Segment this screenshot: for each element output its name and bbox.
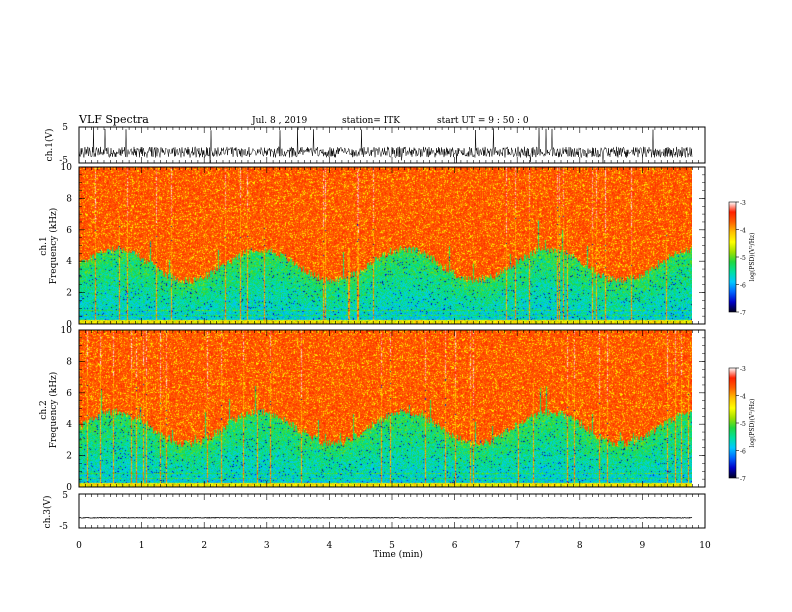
ch1-spectrogram-xticks — [78, 167, 706, 324]
x-tick-label: 0 — [76, 541, 82, 551]
y-tick-label: 8 — [66, 357, 72, 367]
start-ut-label: start UT = 9 : 50 : 0 — [437, 116, 529, 126]
ch1-waveform-ylabel: ch.1(V) — [44, 129, 55, 162]
colorbar-tick-label: -3 — [740, 200, 746, 207]
ch1-ytick-bottom: -5 — [59, 156, 68, 166]
ch3-waveform-trace — [78, 516, 693, 519]
colorbar-tick-label: -3 — [740, 366, 746, 373]
date-label: Jul. 8 , 2019 — [251, 116, 307, 126]
colorbar-tick-label: -4 — [740, 228, 746, 235]
ch1-waveform-trace — [78, 127, 693, 163]
ch1-waveform-xticks — [78, 127, 706, 163]
y-tick-label: 2 — [66, 452, 72, 462]
ch3-waveform-ylabel: ch.3(V) — [42, 496, 53, 529]
ch1-waveform-panel: 5 -5 ch.1(V) — [44, 123, 706, 166]
ch3-ytick-bottom: -5 — [59, 522, 68, 532]
ch1-ytick-top: 5 — [62, 123, 68, 133]
y-tick-label: 4 — [66, 257, 72, 267]
colorbar-tick-label: -5 — [740, 255, 746, 262]
y-tick-label: 0 — [66, 483, 72, 493]
ch1-frequency-label: Frequency (kHz) — [48, 208, 59, 285]
colorbar-tick-label: -6 — [740, 283, 746, 290]
ch2-spectrogram-panel: 0 2 4 6 8 10 ch.2 Frequency (kHz) — [39, 326, 706, 493]
header: VLF Spectra Jul. 8 , 2019 station= ITK s… — [78, 113, 529, 126]
ch2-spectrogram-xticks — [78, 330, 706, 487]
ch2-spectrogram-image — [79, 330, 692, 487]
y-tick-label: 6 — [66, 226, 72, 236]
colorbar-tick-label: -4 — [740, 394, 746, 401]
colorbar-gradient — [728, 201, 737, 313]
colorbar-label: log(PSD)(V²/Hz) — [749, 399, 756, 448]
x-tick-label: 5 — [389, 541, 395, 551]
ch2-colorbar: -3 -4 -5 -6 -7 log(PSD)(V²/Hz) — [728, 366, 756, 483]
plot-title: VLF Spectra — [78, 113, 149, 126]
waveform-line — [78, 127, 693, 163]
ch1-spectrogram-panel: 0 2 4 6 8 10 ch.1 Frequency (kHz) — [39, 163, 706, 330]
ch2-channel-label: ch.2 — [39, 400, 49, 419]
colorbar-gradient — [728, 367, 737, 479]
y-tick-label: 4 — [66, 420, 72, 430]
colorbar-tick-label: -7 — [740, 310, 746, 317]
spectrogram-raster — [79, 167, 692, 324]
x-axis-label: Time (min) — [373, 549, 423, 560]
y-tick-label: 0 — [66, 320, 72, 330]
x-tick-label: 7 — [514, 541, 520, 551]
x-tick-label: 6 — [452, 541, 458, 551]
colorbar-tick-label: -7 — [740, 476, 746, 483]
y-tick-label: 10 — [61, 326, 73, 336]
x-tick-label: 4 — [327, 541, 333, 551]
y-tick-label: 2 — [66, 289, 72, 299]
colorbar-tick-label: -5 — [740, 421, 746, 428]
x-tick-label: 10 — [699, 541, 711, 551]
x-tick-label: 1 — [139, 541, 145, 551]
x-tick-label: 2 — [201, 541, 207, 551]
station-label: station= ITK — [342, 116, 400, 126]
y-tick-label: 8 — [66, 194, 72, 204]
x-tick-label: 9 — [640, 541, 646, 551]
ch1-spectrogram-image — [79, 167, 692, 324]
ch1-spectrogram-yticks: 0 2 4 6 8 10 — [61, 163, 705, 330]
ch2-frequency-label: Frequency (kHz) — [48, 372, 59, 449]
ch2-spectrogram-yticks: 0 2 4 6 8 10 — [61, 326, 705, 493]
ch1-channel-label: ch.1 — [39, 236, 49, 255]
x-axis: 0 1 2 3 4 5 6 7 8 9 10 — [76, 541, 711, 551]
x-tick-label: 8 — [577, 541, 583, 551]
colorbar-label: log(PSD)(V²/Hz) — [749, 233, 756, 282]
y-tick-label: 6 — [66, 389, 72, 399]
spectrogram-raster — [79, 330, 692, 487]
ch3-waveform-xticks — [78, 494, 706, 528]
waveform-line — [78, 516, 693, 519]
ch3-waveform-panel: 5 -5 ch.3(V) — [42, 491, 706, 532]
ch3-ytick-top: 5 — [62, 491, 68, 501]
x-tick-label: 3 — [264, 541, 270, 551]
y-tick-label: 10 — [61, 163, 73, 173]
ch1-colorbar: -3 -4 -5 -6 -7 log(PSD)(V²/Hz) — [728, 200, 756, 317]
colorbar-tick-label: -6 — [740, 449, 746, 456]
